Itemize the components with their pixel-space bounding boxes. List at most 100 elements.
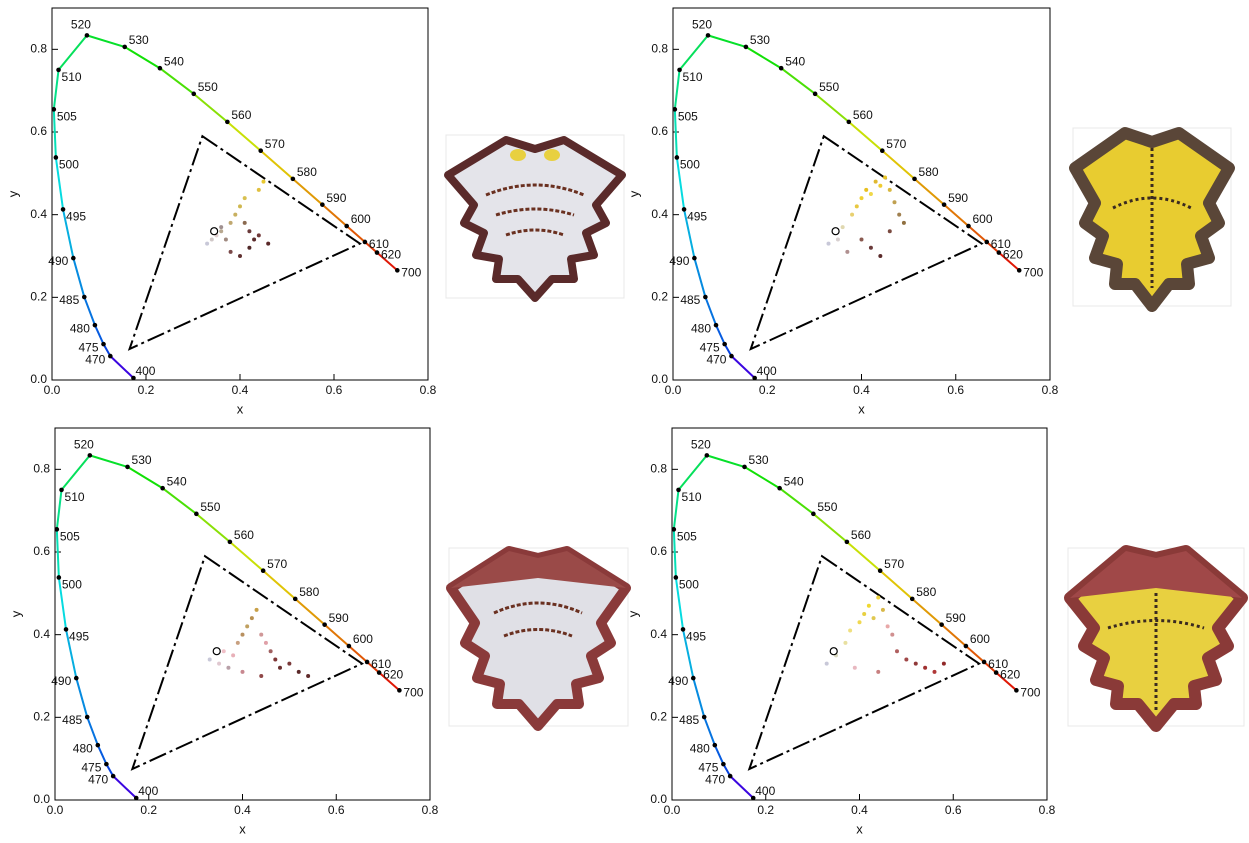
locus-segment xyxy=(113,776,136,798)
locus-point xyxy=(85,33,90,38)
colour-point xyxy=(250,616,254,620)
locus-segment xyxy=(160,68,194,94)
wavelength-label: 570 xyxy=(265,137,285,151)
locus-point xyxy=(258,148,263,153)
colour-point xyxy=(888,188,892,192)
locus-point xyxy=(194,512,199,517)
colour-point xyxy=(229,250,233,254)
wavelength-label: 490 xyxy=(51,674,71,688)
locus-segment xyxy=(694,258,705,297)
locus-segment xyxy=(57,529,59,577)
locus-point xyxy=(706,33,711,38)
gamut-triangle xyxy=(132,556,362,769)
colour-point xyxy=(259,674,263,678)
colour-point xyxy=(205,242,209,246)
locus-point xyxy=(160,486,165,491)
wavelength-label: 470 xyxy=(705,772,725,786)
wavelength-label: 620 xyxy=(383,668,403,682)
wavelength-label: 580 xyxy=(916,585,936,599)
locus-segment xyxy=(322,205,346,226)
wavelength-label: 400 xyxy=(138,784,158,798)
locus-segment xyxy=(708,35,746,47)
locus-point xyxy=(682,207,687,212)
locus-point xyxy=(984,240,989,245)
locus-point xyxy=(71,256,76,261)
locus-segment xyxy=(128,467,163,488)
colour-point xyxy=(262,180,266,184)
colour-point xyxy=(867,604,871,608)
locus-point xyxy=(82,295,87,300)
locus-point xyxy=(942,202,947,207)
colour-point xyxy=(259,633,263,637)
colour-point xyxy=(827,242,831,246)
locus-segment xyxy=(261,151,293,179)
colour-point xyxy=(876,670,880,674)
wavelength-label: 475 xyxy=(700,340,720,354)
y-tick-label: 0.4 xyxy=(651,207,668,221)
locus-point xyxy=(742,465,747,470)
locus-point xyxy=(672,527,677,532)
chart: 0.00.20.40.60.80.00.20.40.60.8xy40047047… xyxy=(5,8,436,416)
locus-segment xyxy=(674,529,676,577)
locus-segment xyxy=(62,455,90,490)
colour-point xyxy=(886,624,890,628)
colour-point xyxy=(825,662,829,666)
x-tick-label: 0.6 xyxy=(947,383,964,397)
locus-segment xyxy=(781,68,815,94)
plot-frame xyxy=(52,8,428,380)
wavelength-label: 560 xyxy=(853,108,873,122)
wavelength-label: 510 xyxy=(683,70,703,84)
colour-point xyxy=(923,666,927,670)
locus-segment xyxy=(680,35,708,70)
x-tick-label: 0.8 xyxy=(1042,383,1059,397)
wavelength-label: 580 xyxy=(919,165,939,179)
locus-point xyxy=(395,268,400,273)
locus-segment xyxy=(707,455,745,467)
colour-point xyxy=(233,213,237,217)
wavelength-label: 540 xyxy=(167,474,187,488)
locus-segment xyxy=(730,776,753,798)
locus-point xyxy=(228,540,233,545)
locus-segment xyxy=(745,467,780,488)
locus-segment xyxy=(847,542,880,571)
y-tick-label: 0.0 xyxy=(651,372,668,386)
locus-segment xyxy=(674,490,679,529)
wavelength-label: 520 xyxy=(71,18,91,32)
colour-point xyxy=(853,666,857,670)
locus-segment xyxy=(59,35,87,70)
locus-point xyxy=(702,715,707,720)
locus-segment xyxy=(293,179,322,205)
locus-point xyxy=(939,622,944,627)
locus-point xyxy=(93,323,98,328)
locus-point xyxy=(61,207,66,212)
locus-segment xyxy=(675,70,680,109)
x-axis-label: x xyxy=(239,821,246,836)
specimen-photo xyxy=(449,548,628,726)
wavelength-label: 485 xyxy=(62,713,82,727)
wavelength-label: 480 xyxy=(691,321,711,335)
wavelength-label: 560 xyxy=(231,108,251,122)
wavelength-label: 505 xyxy=(57,110,77,124)
locus-point xyxy=(111,774,116,779)
colour-point xyxy=(247,229,251,233)
wavelength-label: 700 xyxy=(403,686,423,700)
locus-point xyxy=(56,68,61,73)
y-tick-label: 0.6 xyxy=(30,124,47,138)
x-tick-label: 0.6 xyxy=(945,803,962,817)
x-tick-label: 0.2 xyxy=(140,803,157,817)
colour-point xyxy=(845,250,849,254)
colour-point xyxy=(890,633,894,637)
colour-point xyxy=(252,237,256,241)
wavelength-label: 530 xyxy=(132,453,152,467)
colour-point xyxy=(231,653,235,657)
colour-point xyxy=(278,666,282,670)
locus-point xyxy=(712,743,717,748)
locus-point xyxy=(966,224,971,229)
colour-point xyxy=(241,633,245,637)
wavelength-label: 530 xyxy=(750,33,770,47)
x-tick-label: 0.2 xyxy=(757,803,774,817)
colour-point xyxy=(902,221,906,225)
colour-point xyxy=(229,221,233,225)
locus-segment xyxy=(679,455,707,490)
colour-point xyxy=(874,180,878,184)
